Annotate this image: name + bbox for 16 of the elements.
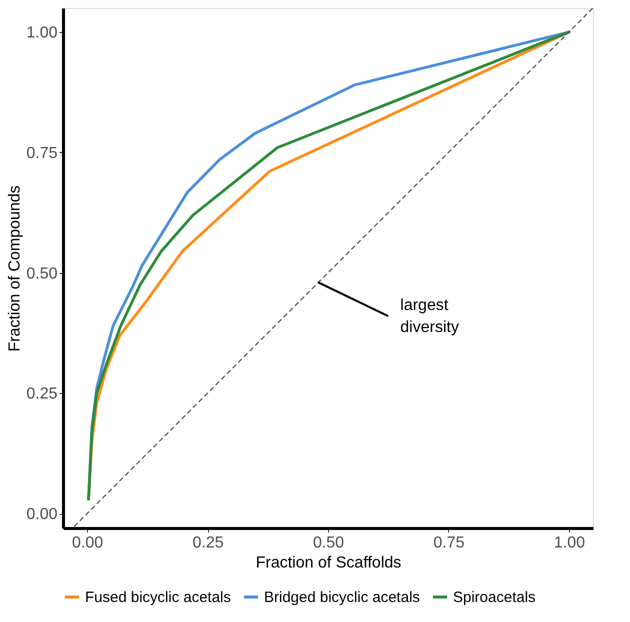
- legend-label: Spiroacetals: [453, 589, 536, 606]
- y-tick-label: 0.50: [26, 265, 58, 282]
- y-tick-label: 0.00: [26, 506, 58, 524]
- y-axis-title: Fraction of Compounds: [6, 185, 24, 352]
- y-tick-label: 0.75: [26, 144, 58, 162]
- legend-label: Bridged bicyclic acetals: [264, 589, 420, 606]
- annotation: largest diversity: [400, 297, 459, 336]
- x-axis-title: Fraction of Scaffolds: [256, 554, 402, 572]
- legend-label: Fused bicyclic acetals: [85, 589, 231, 606]
- x-tick-label: 0.50: [312, 534, 344, 552]
- x-tick-label: 1.00: [554, 534, 586, 552]
- y-tick-label: 0.25: [26, 386, 58, 403]
- x-tick-label: 0.75: [433, 534, 465, 552]
- x-tick-label: 0.25: [192, 534, 224, 552]
- x-tick-label: 0.00: [72, 534, 104, 552]
- y-tick-label: 1.00: [26, 24, 58, 42]
